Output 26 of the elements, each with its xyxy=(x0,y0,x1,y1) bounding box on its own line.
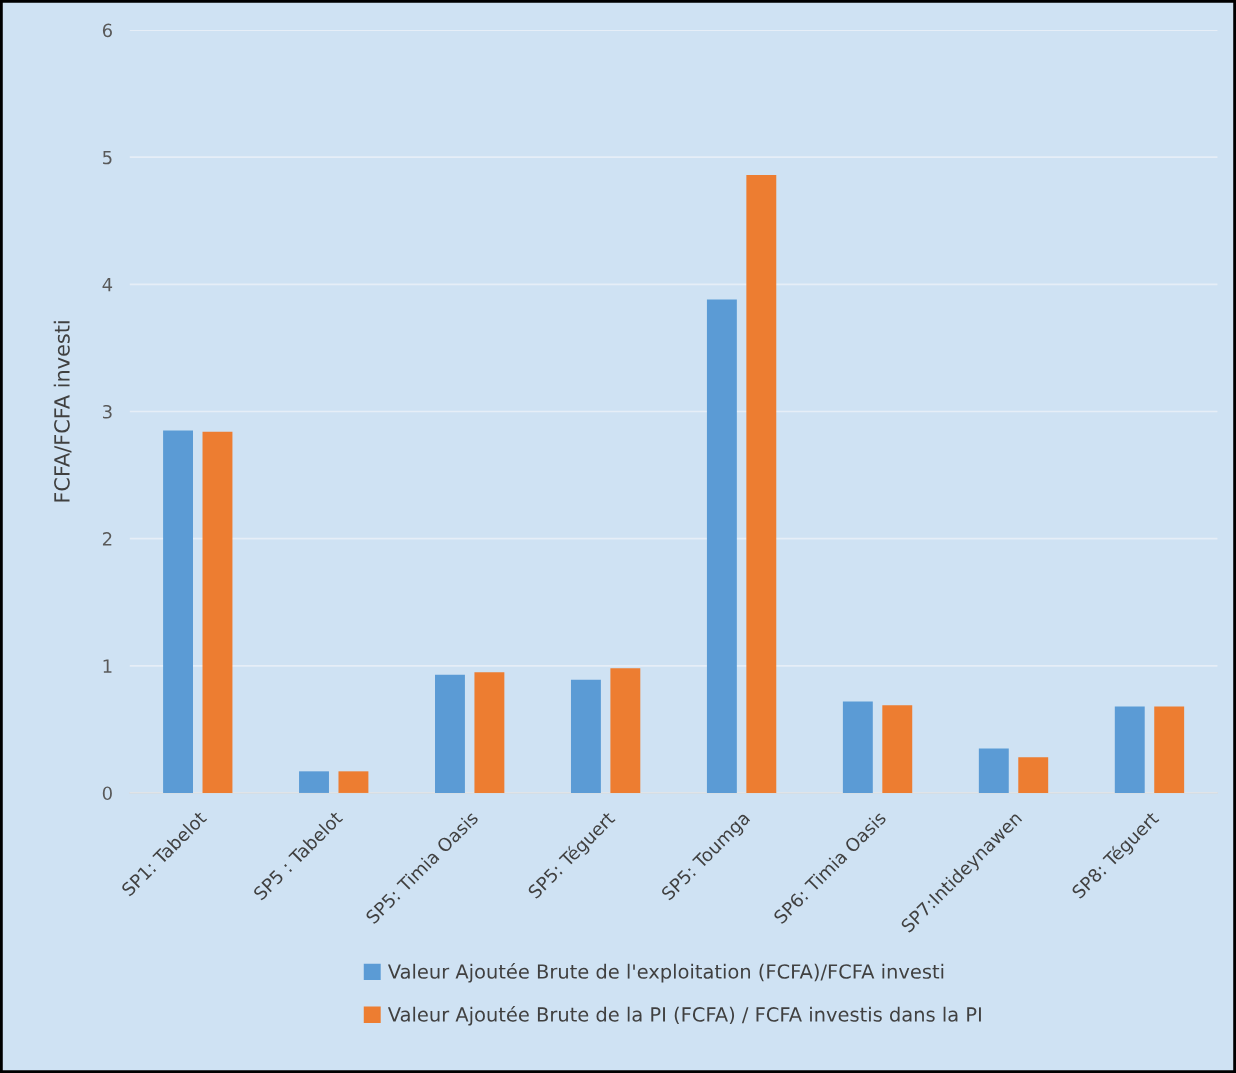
y-tick-label: 6 xyxy=(102,23,112,38)
bar xyxy=(1154,706,1185,793)
bar xyxy=(842,701,873,793)
legend-label: Valeur Ajoutée Brute de la PI (FCFA) / FCFA investis dans la PI xyxy=(387,1005,981,1026)
y-tick-label: 4 xyxy=(102,278,113,292)
bar xyxy=(474,672,505,793)
bar xyxy=(882,705,913,793)
bar xyxy=(706,299,737,793)
bar xyxy=(610,668,641,793)
y-tick-label: 3 xyxy=(103,404,112,419)
bar xyxy=(570,679,601,793)
bar xyxy=(1018,757,1049,793)
y-tick-label: 5 xyxy=(103,150,112,165)
bar xyxy=(338,771,369,793)
y-tick-label: 2 xyxy=(102,532,112,546)
bar xyxy=(435,674,465,793)
bar xyxy=(202,431,233,793)
bar xyxy=(978,748,1009,793)
y-tick-label: 0 xyxy=(102,786,112,801)
bar xyxy=(299,771,329,793)
bar xyxy=(1114,706,1145,793)
y-axis-title: FCFA/FCFA investi xyxy=(53,321,72,502)
legend-label: Valeur Ajoutée Brute de l'exploitation (FCFA)/FCFA investi xyxy=(387,963,944,983)
bar xyxy=(746,175,777,793)
y-tick-label: 1 xyxy=(103,659,112,673)
bar xyxy=(163,430,193,793)
